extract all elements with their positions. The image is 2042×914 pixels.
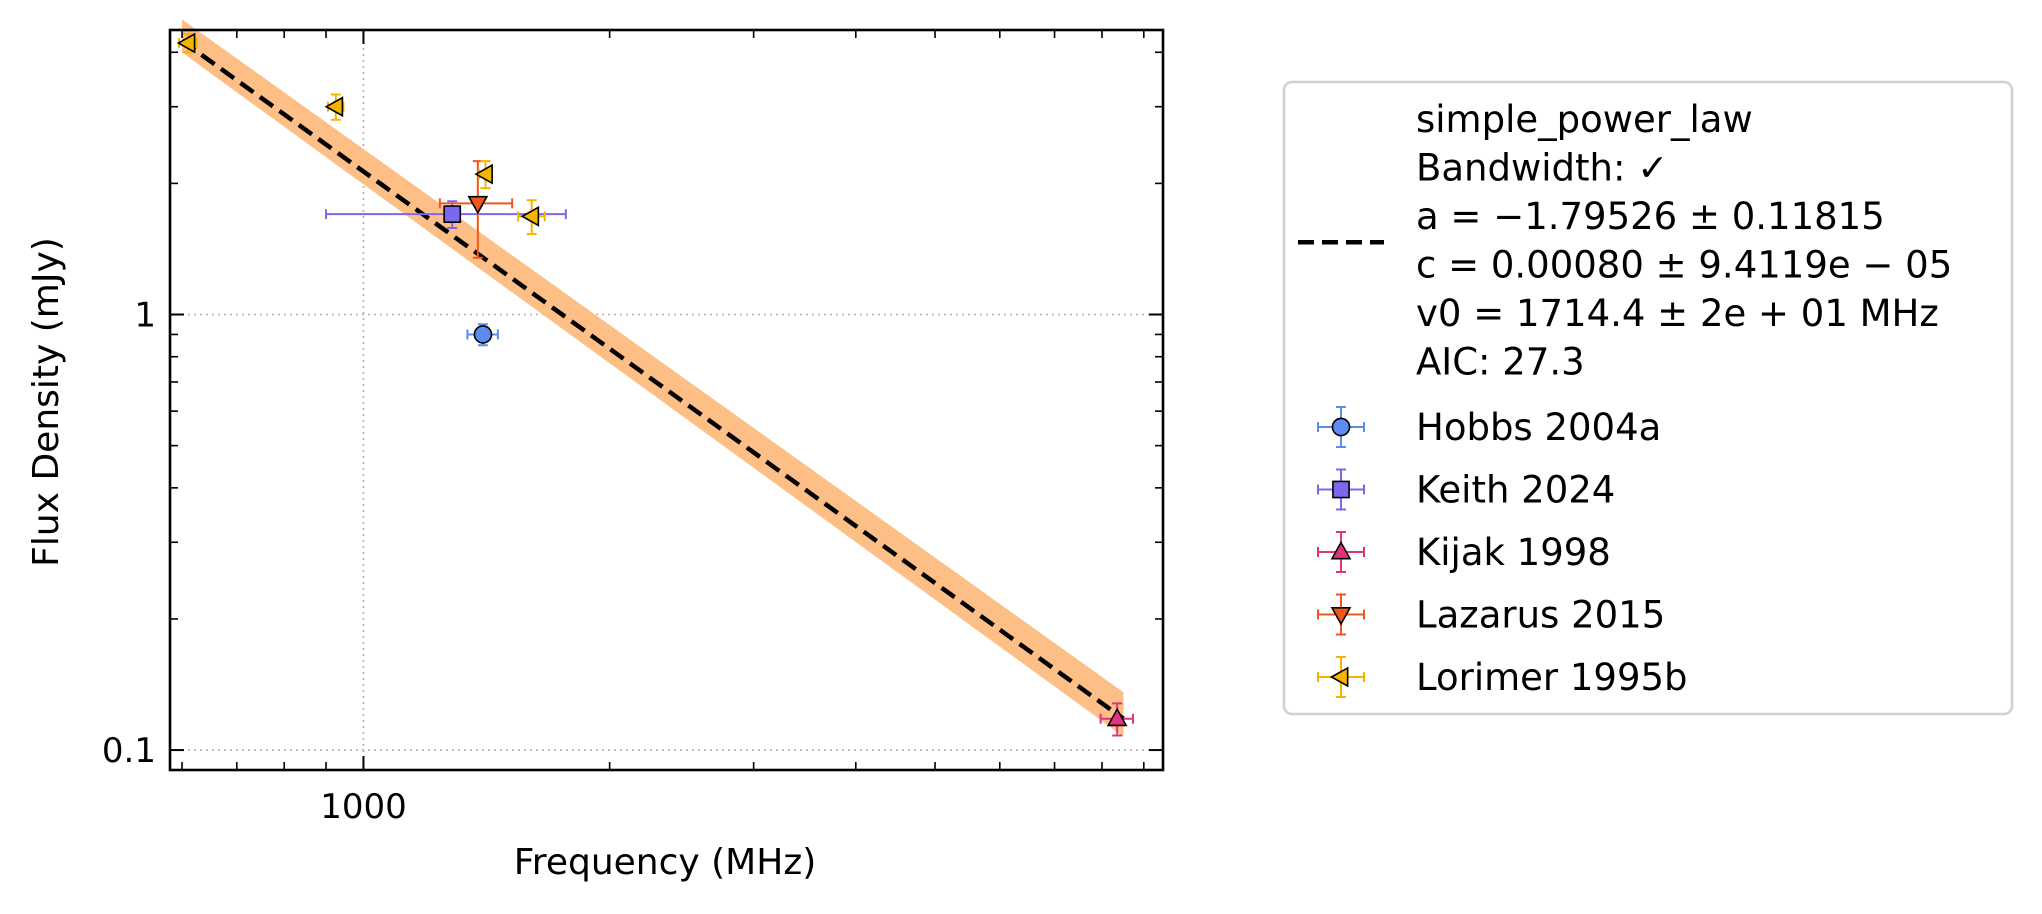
- legend-marker: [1330, 607, 1352, 626]
- legend-label: Keith 2024: [1416, 469, 1615, 512]
- x-axis-label: Frequency (MHz): [514, 842, 817, 883]
- y-axis-label: Flux Density (mJy): [26, 237, 67, 567]
- data-point: [467, 195, 489, 215]
- legend-entry: Hobbs 2004a: [1317, 406, 1661, 449]
- legend-box: [1282, 80, 2014, 716]
- legend-entry: Lorimer 1995b: [1317, 656, 1688, 699]
- fit-line-layer: [180, 38, 1125, 721]
- plot-frame: [168, 28, 1165, 772]
- data-point: [473, 325, 493, 344]
- x-tick-label: 1000: [320, 787, 407, 827]
- data-point: [176, 32, 196, 54]
- legend-fit-text-line: v0 = 1714.4 ± 2e + 01 MHz: [1416, 292, 1939, 335]
- legend-fit-text-line: a = −1.79526 ± 0.11815: [1416, 195, 1885, 238]
- series-lazarus-2015: [438, 160, 514, 259]
- legend-marker: [1332, 480, 1350, 499]
- legend-label: Kijak 1998: [1416, 531, 1611, 574]
- legend-fit-text-line: AIC: 27.3: [1416, 341, 1585, 384]
- series-lorimer-1995b: [176, 32, 546, 236]
- data-point: [1106, 707, 1128, 727]
- legend-marker: [1330, 540, 1352, 560]
- series-hobbs-2004a: [466, 323, 499, 347]
- legend-entry: Keith 2024: [1317, 468, 1615, 512]
- legend-marker: [1329, 666, 1349, 688]
- legend-label: Hobbs 2004a: [1416, 406, 1661, 449]
- y-tick-label: 0.1: [102, 731, 156, 771]
- legend-label: Lazarus 2015: [1416, 594, 1665, 637]
- data-point: [474, 163, 493, 185]
- y-tick-label: 1: [134, 296, 156, 336]
- legend-fit-text-line: c = 0.00080 ± 9.4119e − 05: [1416, 244, 1952, 287]
- data-points-layer: [176, 32, 1134, 737]
- legend-entry: Kijak 1998: [1317, 531, 1611, 574]
- fit-line: [180, 38, 1125, 721]
- legend-entry: Lazarus 2015: [1317, 593, 1665, 637]
- axes-layer: 1000 0.1 1: [102, 28, 1165, 827]
- legend: simple_power_law Bandwidth: ✓ a = −1.79526…: [1282, 80, 2014, 716]
- legend-marker: [1331, 417, 1351, 437]
- legend-label: Lorimer 1995b: [1416, 656, 1688, 699]
- data-point: [520, 205, 540, 227]
- data-point: [324, 96, 344, 118]
- data-point: [443, 205, 462, 224]
- legend-fit-text-line: simple_power_law: [1416, 98, 1753, 141]
- legend-fit-text-line: Bandwidth: ✓: [1416, 147, 1668, 190]
- series-kijak-1998: [1099, 702, 1134, 737]
